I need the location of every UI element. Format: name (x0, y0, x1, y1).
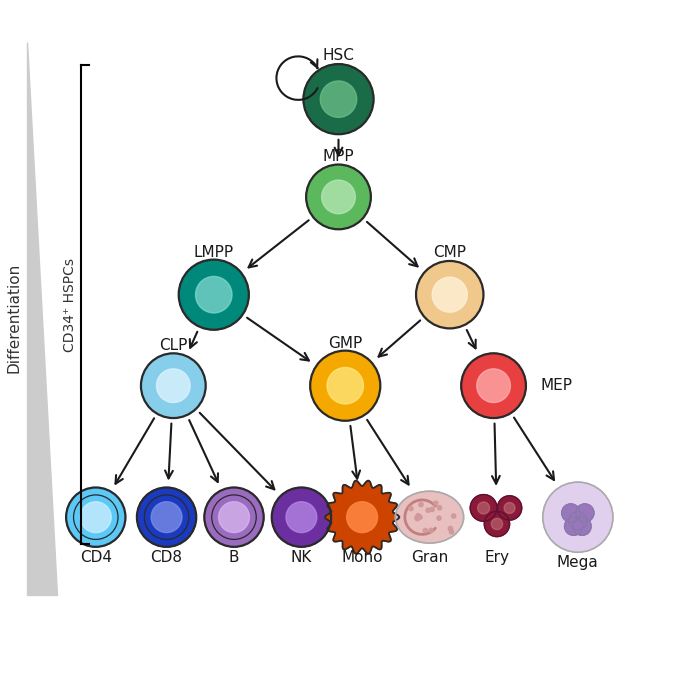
Circle shape (452, 514, 456, 518)
Text: Mega: Mega (557, 555, 598, 570)
Circle shape (347, 502, 378, 533)
Circle shape (310, 351, 380, 420)
Circle shape (415, 515, 419, 519)
Circle shape (423, 529, 427, 533)
Text: MEP: MEP (541, 378, 573, 393)
Circle shape (434, 501, 438, 506)
Text: LMPP: LMPP (194, 244, 234, 260)
Circle shape (219, 502, 249, 533)
Circle shape (484, 511, 510, 537)
Circle shape (504, 502, 515, 513)
Circle shape (196, 276, 232, 313)
Circle shape (66, 487, 125, 547)
Circle shape (471, 495, 497, 521)
Text: CD8: CD8 (150, 550, 183, 565)
Circle shape (303, 64, 374, 134)
Circle shape (437, 506, 441, 510)
Text: Gran: Gran (411, 550, 448, 565)
Circle shape (575, 504, 594, 522)
Circle shape (419, 502, 423, 506)
Circle shape (573, 517, 591, 536)
Text: CLP: CLP (159, 338, 188, 353)
Circle shape (204, 487, 263, 547)
Circle shape (569, 512, 587, 530)
Text: CD4: CD4 (80, 550, 112, 565)
Text: B: B (229, 550, 239, 565)
Circle shape (415, 517, 420, 521)
Circle shape (327, 368, 364, 404)
Circle shape (492, 519, 502, 529)
Text: CMP: CMP (433, 244, 466, 260)
Circle shape (409, 506, 413, 510)
Circle shape (137, 487, 196, 547)
Circle shape (141, 353, 206, 418)
Circle shape (498, 496, 522, 520)
Circle shape (543, 482, 613, 552)
Circle shape (429, 528, 433, 533)
Circle shape (151, 502, 182, 533)
Circle shape (306, 165, 371, 230)
Circle shape (416, 261, 483, 328)
Text: Mono: Mono (341, 550, 383, 565)
Text: MPP: MPP (323, 149, 354, 164)
Circle shape (448, 526, 452, 531)
Circle shape (416, 514, 420, 518)
Circle shape (320, 81, 357, 117)
Circle shape (322, 180, 355, 214)
Circle shape (477, 369, 510, 403)
Circle shape (461, 353, 526, 418)
Circle shape (562, 504, 580, 522)
Text: NK: NK (290, 550, 312, 565)
Polygon shape (27, 42, 58, 594)
Circle shape (418, 515, 422, 519)
Circle shape (179, 259, 249, 330)
Circle shape (430, 507, 434, 512)
Polygon shape (325, 481, 399, 554)
Circle shape (477, 502, 489, 514)
Circle shape (432, 277, 467, 312)
Text: CD34⁺ HSPCs: CD34⁺ HSPCs (63, 258, 77, 352)
Circle shape (271, 487, 331, 547)
Text: GMP: GMP (328, 336, 362, 351)
Circle shape (286, 502, 317, 533)
Circle shape (156, 369, 190, 403)
Ellipse shape (395, 492, 464, 543)
Text: Ery: Ery (485, 550, 509, 565)
Text: Differentiation: Differentiation (6, 263, 21, 374)
Circle shape (450, 529, 454, 534)
Circle shape (565, 517, 583, 536)
Circle shape (81, 502, 111, 533)
Circle shape (437, 516, 441, 521)
Text: HSC: HSC (322, 48, 355, 63)
Circle shape (426, 508, 430, 512)
